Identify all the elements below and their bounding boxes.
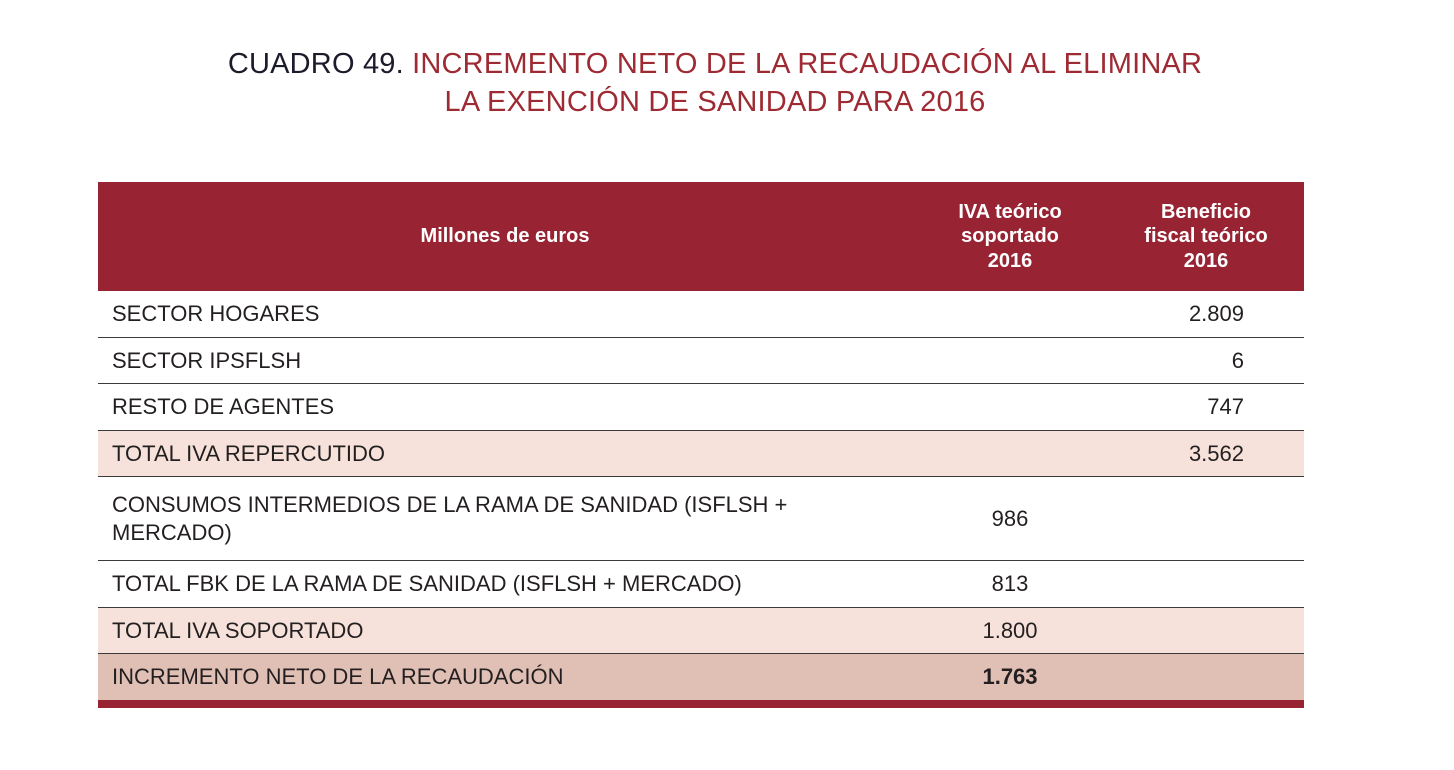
table-row-total-repercutido: TOTAL IVA REPERCUTIDO 3.562 [98, 429, 1304, 477]
row-value-beneficio [1108, 653, 1304, 700]
title-line-2: LA EXENCIÓN DE SANIDAD PARA 2016 [444, 85, 986, 118]
column-header-beneficio-line1: Beneficio [1160, 200, 1252, 223]
title-prefix: CUADRO 49. [227, 48, 404, 80]
column-header-iva-soportado-line3: 2016 [987, 249, 1033, 272]
page-title: CUADRO 49. INCREMENTO NETO DE LA RECAUDA… [150, 46, 1280, 121]
table-header-row: Millones de euros IVA teórico soportado … [98, 182, 1304, 291]
row-value-beneficio: 2.809 [1108, 291, 1304, 337]
table-row: SECTOR IPSFLSH 6 [98, 336, 1304, 384]
row-label: CONSUMOS INTERMEDIOS DE LA RAMA DE SANID… [98, 476, 912, 561]
table-body: SECTOR HOGARES 2.809 SECTOR IPSFLSH 6 RE… [98, 291, 1304, 700]
row-value-soportado: 813 [912, 560, 1108, 607]
table-row: RESTO DE AGENTES 747 [98, 383, 1304, 430]
row-label: RESTO DE AGENTES [98, 383, 912, 430]
row-value-beneficio: 3.562 [1108, 429, 1304, 477]
row-label: TOTAL FBK DE LA RAMA DE SANIDAD (ISFLSH … [98, 560, 912, 607]
table-row: CONSUMOS INTERMEDIOS DE LA RAMA DE SANID… [98, 476, 1304, 561]
row-value-soportado: 1.763 [912, 653, 1108, 700]
row-value-beneficio [1108, 606, 1304, 654]
table-bottom-bar [98, 699, 1304, 708]
title-main-line1: INCREMENTO NETO DE LA RECAUDACIÓN AL ELI… [412, 48, 1203, 80]
column-header-beneficio-line3: 2016 [1183, 249, 1229, 272]
column-header-iva-soportado-line1: IVA teórico [958, 200, 1062, 223]
row-value-soportado: 986 [912, 476, 1108, 561]
row-label: TOTAL IVA SOPORTADO [98, 606, 912, 654]
table-row: TOTAL FBK DE LA RAMA DE SANIDAD (ISFLSH … [98, 560, 1304, 607]
row-value-soportado: 1.800 [912, 606, 1108, 654]
table-header: Millones de euros IVA teórico soportado … [98, 182, 1304, 291]
row-label: INCREMENTO NETO DE LA RECAUDACIÓN [98, 653, 912, 700]
column-header-iva-soportado-line2: soportado [961, 225, 1059, 248]
column-header-beneficio-fiscal: Beneficio fiscal teórico 2016 [1108, 182, 1304, 291]
column-header-label: Millones de euros [98, 182, 912, 291]
row-label: TOTAL IVA REPERCUTIDO [98, 429, 912, 477]
row-value-beneficio [1108, 560, 1304, 607]
benefit-table: Millones de euros IVA teórico soportado … [98, 182, 1304, 700]
row-value-beneficio: 6 [1108, 336, 1304, 384]
row-value-soportado [912, 383, 1108, 430]
column-header-beneficio-line2: fiscal teórico [1144, 225, 1268, 248]
table-row-incremento-neto: INCREMENTO NETO DE LA RECAUDACIÓN 1.763 [98, 653, 1304, 700]
row-value-soportado [912, 291, 1108, 337]
title-line-1: CUADRO 49. INCREMENTO NETO DE LA RECAUDA… [150, 46, 1280, 84]
table-container: Millones de euros IVA teórico soportado … [98, 182, 1304, 708]
row-value-beneficio [1108, 476, 1304, 561]
table-row-total-soportado: TOTAL IVA SOPORTADO 1.800 [98, 606, 1304, 654]
row-value-soportado [912, 336, 1108, 384]
row-value-soportado [912, 429, 1108, 477]
row-value-beneficio: 747 [1108, 383, 1304, 430]
row-label: SECTOR IPSFLSH [98, 336, 912, 384]
row-label: SECTOR HOGARES [98, 291, 912, 337]
table-row: SECTOR HOGARES 2.809 [98, 291, 1304, 337]
column-header-iva-soportado: IVA teórico soportado 2016 [912, 182, 1108, 291]
